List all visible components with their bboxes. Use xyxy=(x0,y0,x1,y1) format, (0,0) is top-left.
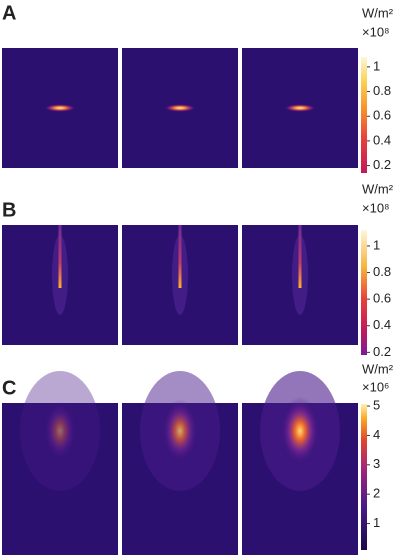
heatmap xyxy=(2,225,118,345)
multiplier: ×10⁸ xyxy=(362,24,390,39)
colorbar-tick-label: 0.6 xyxy=(373,108,391,123)
colorbar-tick-label: 0.2 xyxy=(373,157,391,172)
beam xyxy=(178,225,182,288)
colorbar xyxy=(361,57,367,173)
hotspot xyxy=(161,399,199,463)
unit: W/m² xyxy=(362,361,394,376)
beam xyxy=(58,225,62,288)
hotspot xyxy=(164,104,196,112)
heatmap xyxy=(242,48,358,168)
colorbar-tick-label: 3 xyxy=(373,456,380,471)
hotspot xyxy=(284,104,316,112)
heatmap xyxy=(242,371,358,555)
colorbar xyxy=(361,230,367,355)
hotspot xyxy=(44,104,76,112)
panel-label: A xyxy=(2,2,16,24)
heatmap xyxy=(242,225,358,345)
panel-label: C xyxy=(2,377,16,399)
heatmap xyxy=(2,48,118,168)
colorbar-tick-label: 0.2 xyxy=(373,344,391,359)
panel-label: B xyxy=(2,199,16,221)
colorbar-tick-label: 1 xyxy=(373,515,380,530)
colorbar xyxy=(361,404,367,550)
heatmap xyxy=(122,48,238,168)
colorbar-tick-label: 2 xyxy=(373,486,380,501)
beam xyxy=(298,225,302,288)
colorbar-tick-label: 5 xyxy=(373,397,380,412)
colorbar-tick-label: 0.6 xyxy=(373,291,391,306)
hotspot xyxy=(280,397,320,465)
colorbar-tick-label: 0.4 xyxy=(373,317,391,332)
unit: W/m² xyxy=(362,181,394,196)
heatmap xyxy=(2,371,118,555)
heatmap xyxy=(122,371,238,555)
unit: W/m² xyxy=(362,5,394,20)
colorbar-tick-label: 0.8 xyxy=(373,264,391,279)
heatmap xyxy=(122,225,238,345)
hotspot xyxy=(43,401,77,461)
colorbar-tick-label: 1 xyxy=(373,58,380,73)
colorbar-tick-label: 0.4 xyxy=(373,132,391,147)
colorbar-tick-label: 4 xyxy=(373,427,380,442)
colorbar-tick-label: 0.8 xyxy=(373,83,391,98)
colorbar-tick-label: 1 xyxy=(373,237,380,252)
multiplier: ×10⁶ xyxy=(362,379,389,394)
multiplier: ×10⁸ xyxy=(362,200,390,215)
